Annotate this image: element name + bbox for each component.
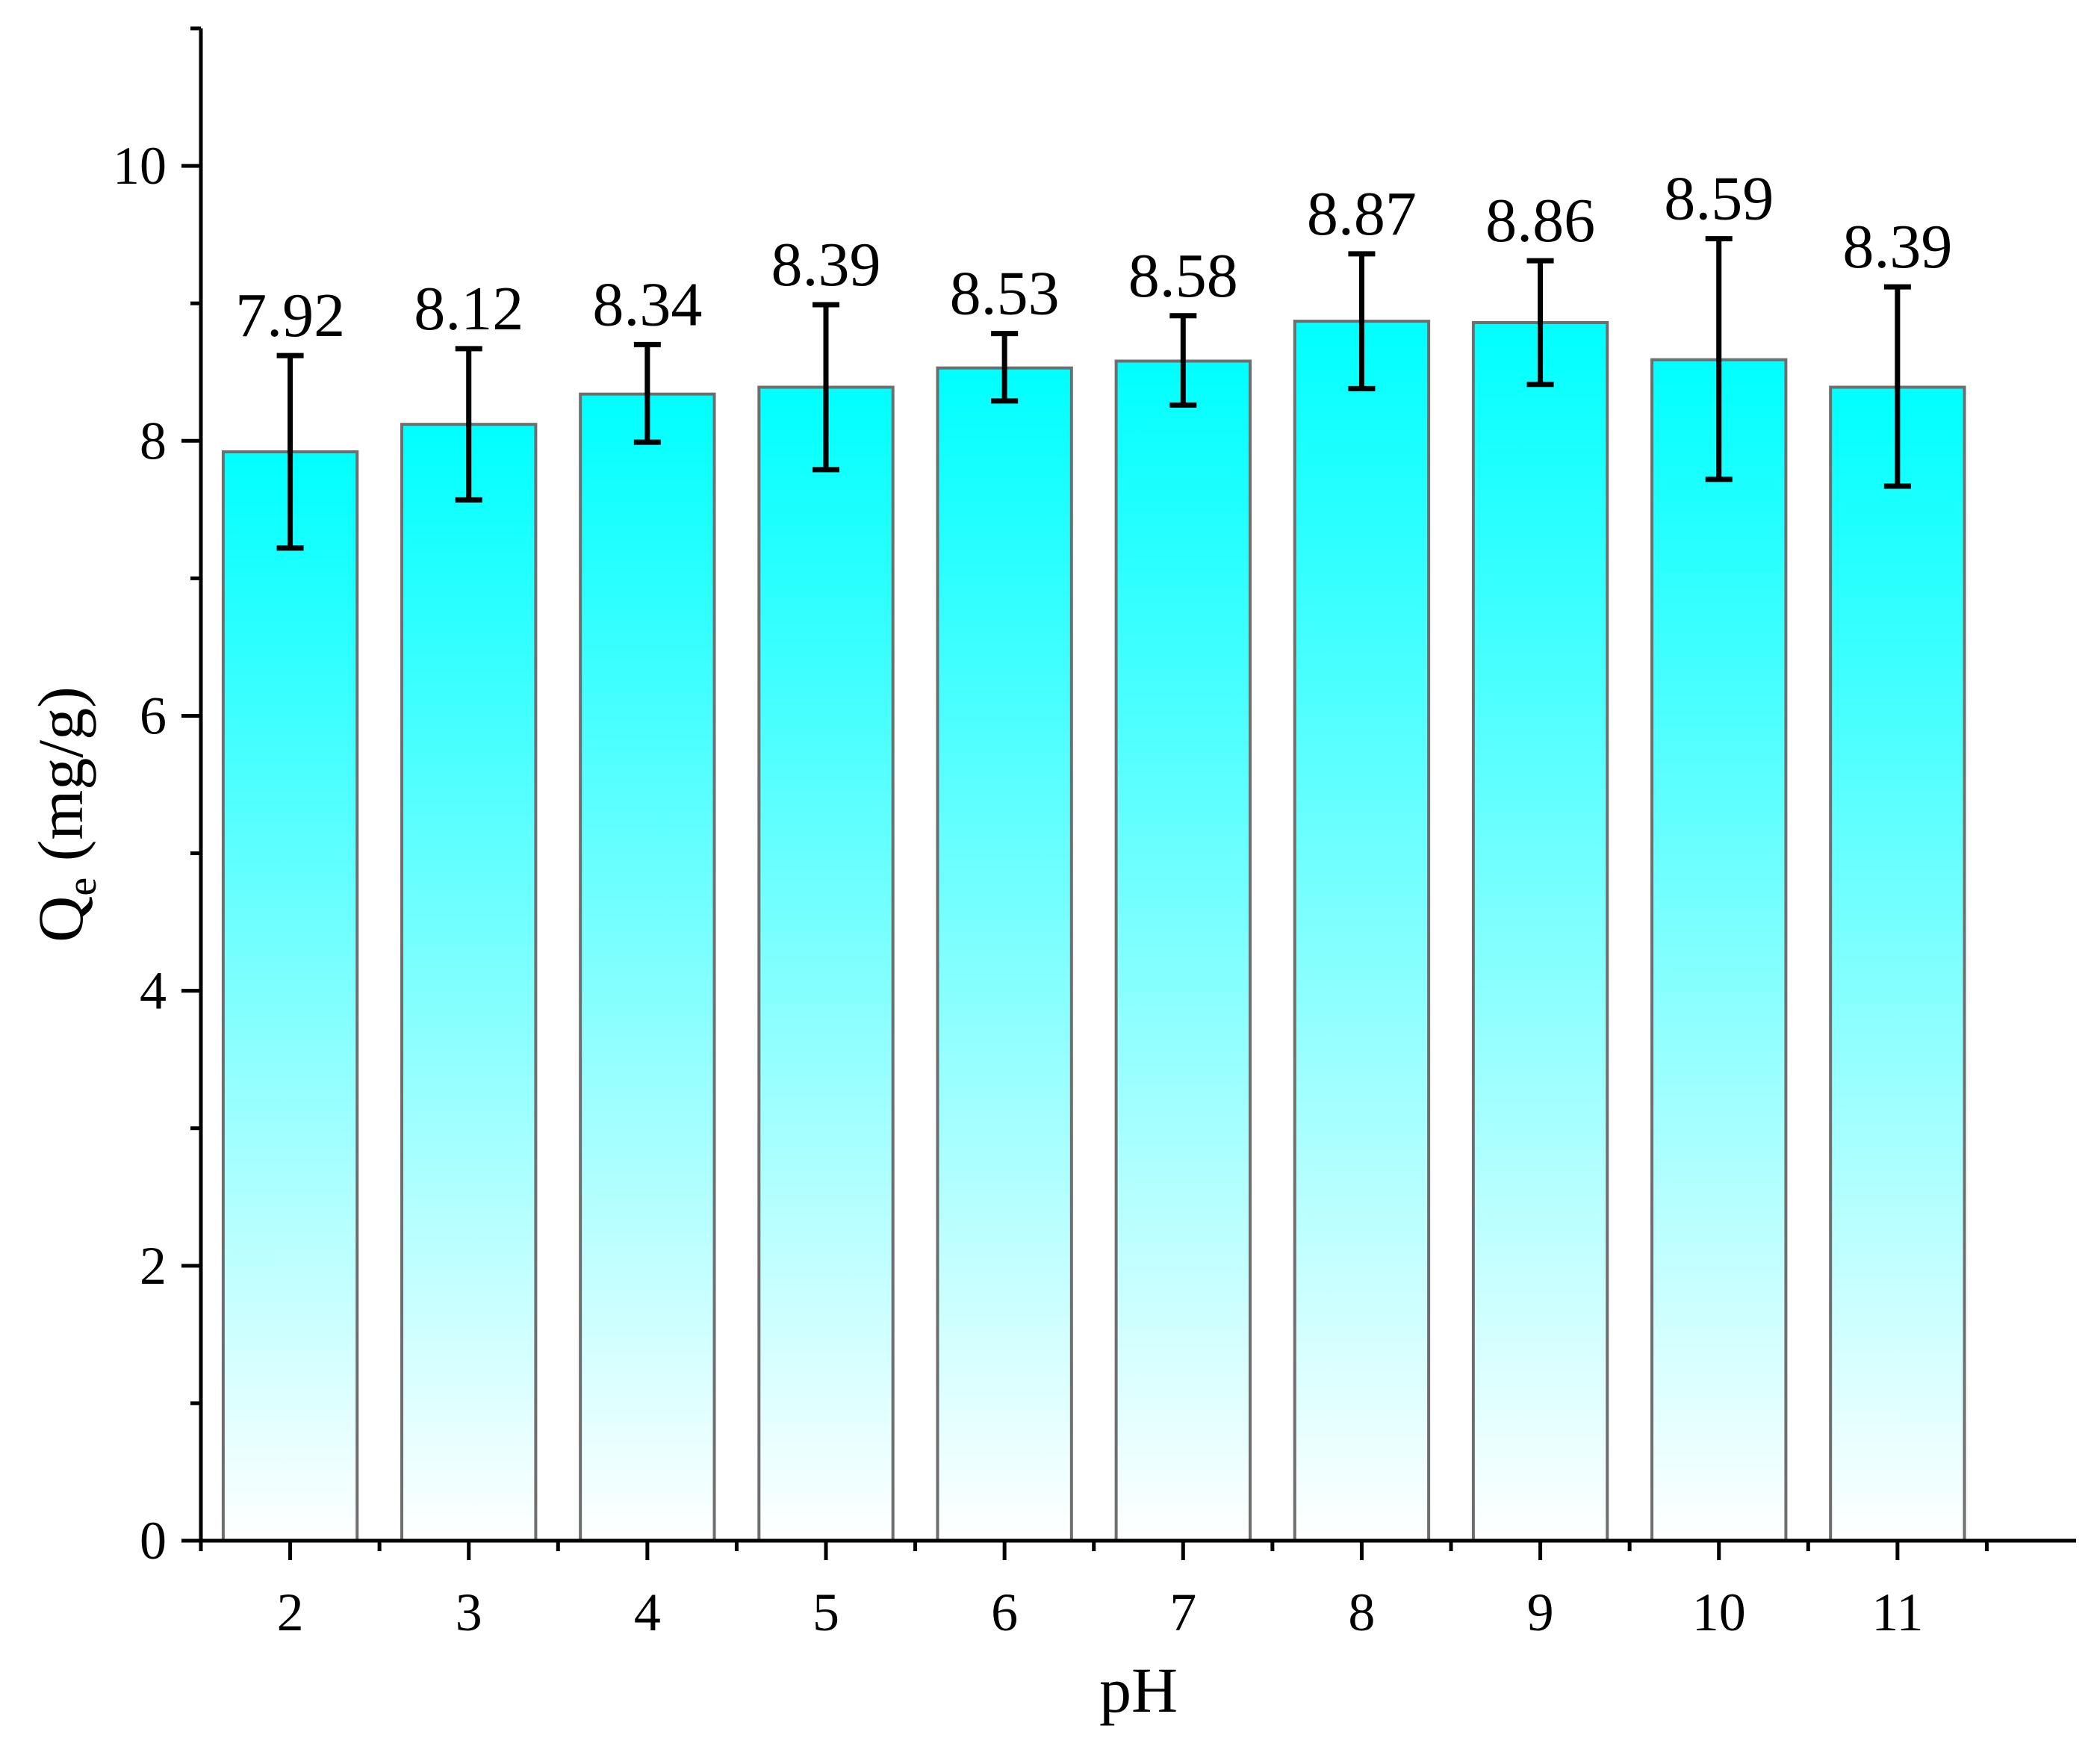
bar-4 <box>579 392 716 1543</box>
error-bar-8 <box>1348 251 1376 391</box>
x-axis-title: pH <box>1099 1654 1178 1726</box>
data-labels-layer: 7.92 8.12 8.34 8.39 8.53 8.58 8.87 8.86 8.59 8.39 <box>235 164 1952 350</box>
y-axis-title-main: Q <box>25 896 96 942</box>
bars-layer <box>221 320 1966 1543</box>
data-label-7: 8.58 <box>1128 241 1238 311</box>
bar-5 <box>757 385 895 1542</box>
y-tick-label-2: 2 <box>140 1236 167 1296</box>
y-tick-label-0: 0 <box>140 1511 167 1571</box>
y-axis-title: Qe (mg/g) <box>25 686 105 942</box>
data-label-4: 8.34 <box>592 270 702 339</box>
x-tick-label-7: 7 <box>1169 1583 1196 1642</box>
axes-layer: 0 2 4 6 8 10 2 3 4 5 6 7 8 9 10 11 <box>113 26 2076 1642</box>
error-bar-10 <box>1705 236 1733 482</box>
x-tick-label-6: 6 <box>991 1583 1018 1642</box>
data-label-11: 8.39 <box>1842 212 1952 282</box>
y-tick-label-6: 6 <box>140 686 167 745</box>
error-bar-7 <box>1169 313 1197 408</box>
x-tick-label-4: 4 <box>634 1583 661 1642</box>
y-tick-label-10: 10 <box>113 136 167 196</box>
error-bar-9 <box>1526 258 1554 388</box>
x-tick-label-3: 3 <box>456 1583 482 1642</box>
error-bar-5 <box>813 302 839 473</box>
y-tick-label-8: 8 <box>140 411 167 470</box>
bar-10 <box>1650 358 1788 1543</box>
x-tick-label-10: 10 <box>1692 1583 1746 1642</box>
bar-2 <box>221 450 359 1542</box>
data-label-5: 8.39 <box>771 230 881 299</box>
bar-6 <box>936 366 1073 1542</box>
bar-11 <box>1829 385 1966 1542</box>
x-tick-label-11: 11 <box>1871 1583 1923 1642</box>
error-bar-2 <box>276 353 304 551</box>
y-axis-title-unit: (mg/g) <box>25 686 96 878</box>
data-label-2: 7.92 <box>235 281 345 350</box>
error-bar-3 <box>455 346 482 503</box>
x-tick-label-8: 8 <box>1348 1583 1375 1642</box>
bar-8 <box>1293 320 1431 1542</box>
x-tick-label-9: 9 <box>1527 1583 1554 1642</box>
data-label-3: 8.12 <box>414 274 524 344</box>
error-bar-6 <box>991 331 1019 404</box>
y-tick-label-4: 4 <box>140 961 167 1021</box>
y-axis-title-subscript: e <box>59 878 105 896</box>
x-tick-label-2: 2 <box>277 1583 304 1642</box>
bar-7 <box>1114 359 1252 1542</box>
x-tick-label-5: 5 <box>813 1583 839 1642</box>
error-bar-4 <box>633 341 661 445</box>
error-bar-11 <box>1883 284 1911 489</box>
data-label-8: 8.87 <box>1307 179 1417 249</box>
data-label-9: 8.86 <box>1485 186 1595 255</box>
bar-3 <box>400 423 538 1543</box>
error-bars-layer <box>276 236 1911 551</box>
data-label-10: 8.59 <box>1664 164 1774 234</box>
data-label-6: 8.53 <box>950 259 1060 329</box>
bar-9 <box>1471 320 1609 1542</box>
